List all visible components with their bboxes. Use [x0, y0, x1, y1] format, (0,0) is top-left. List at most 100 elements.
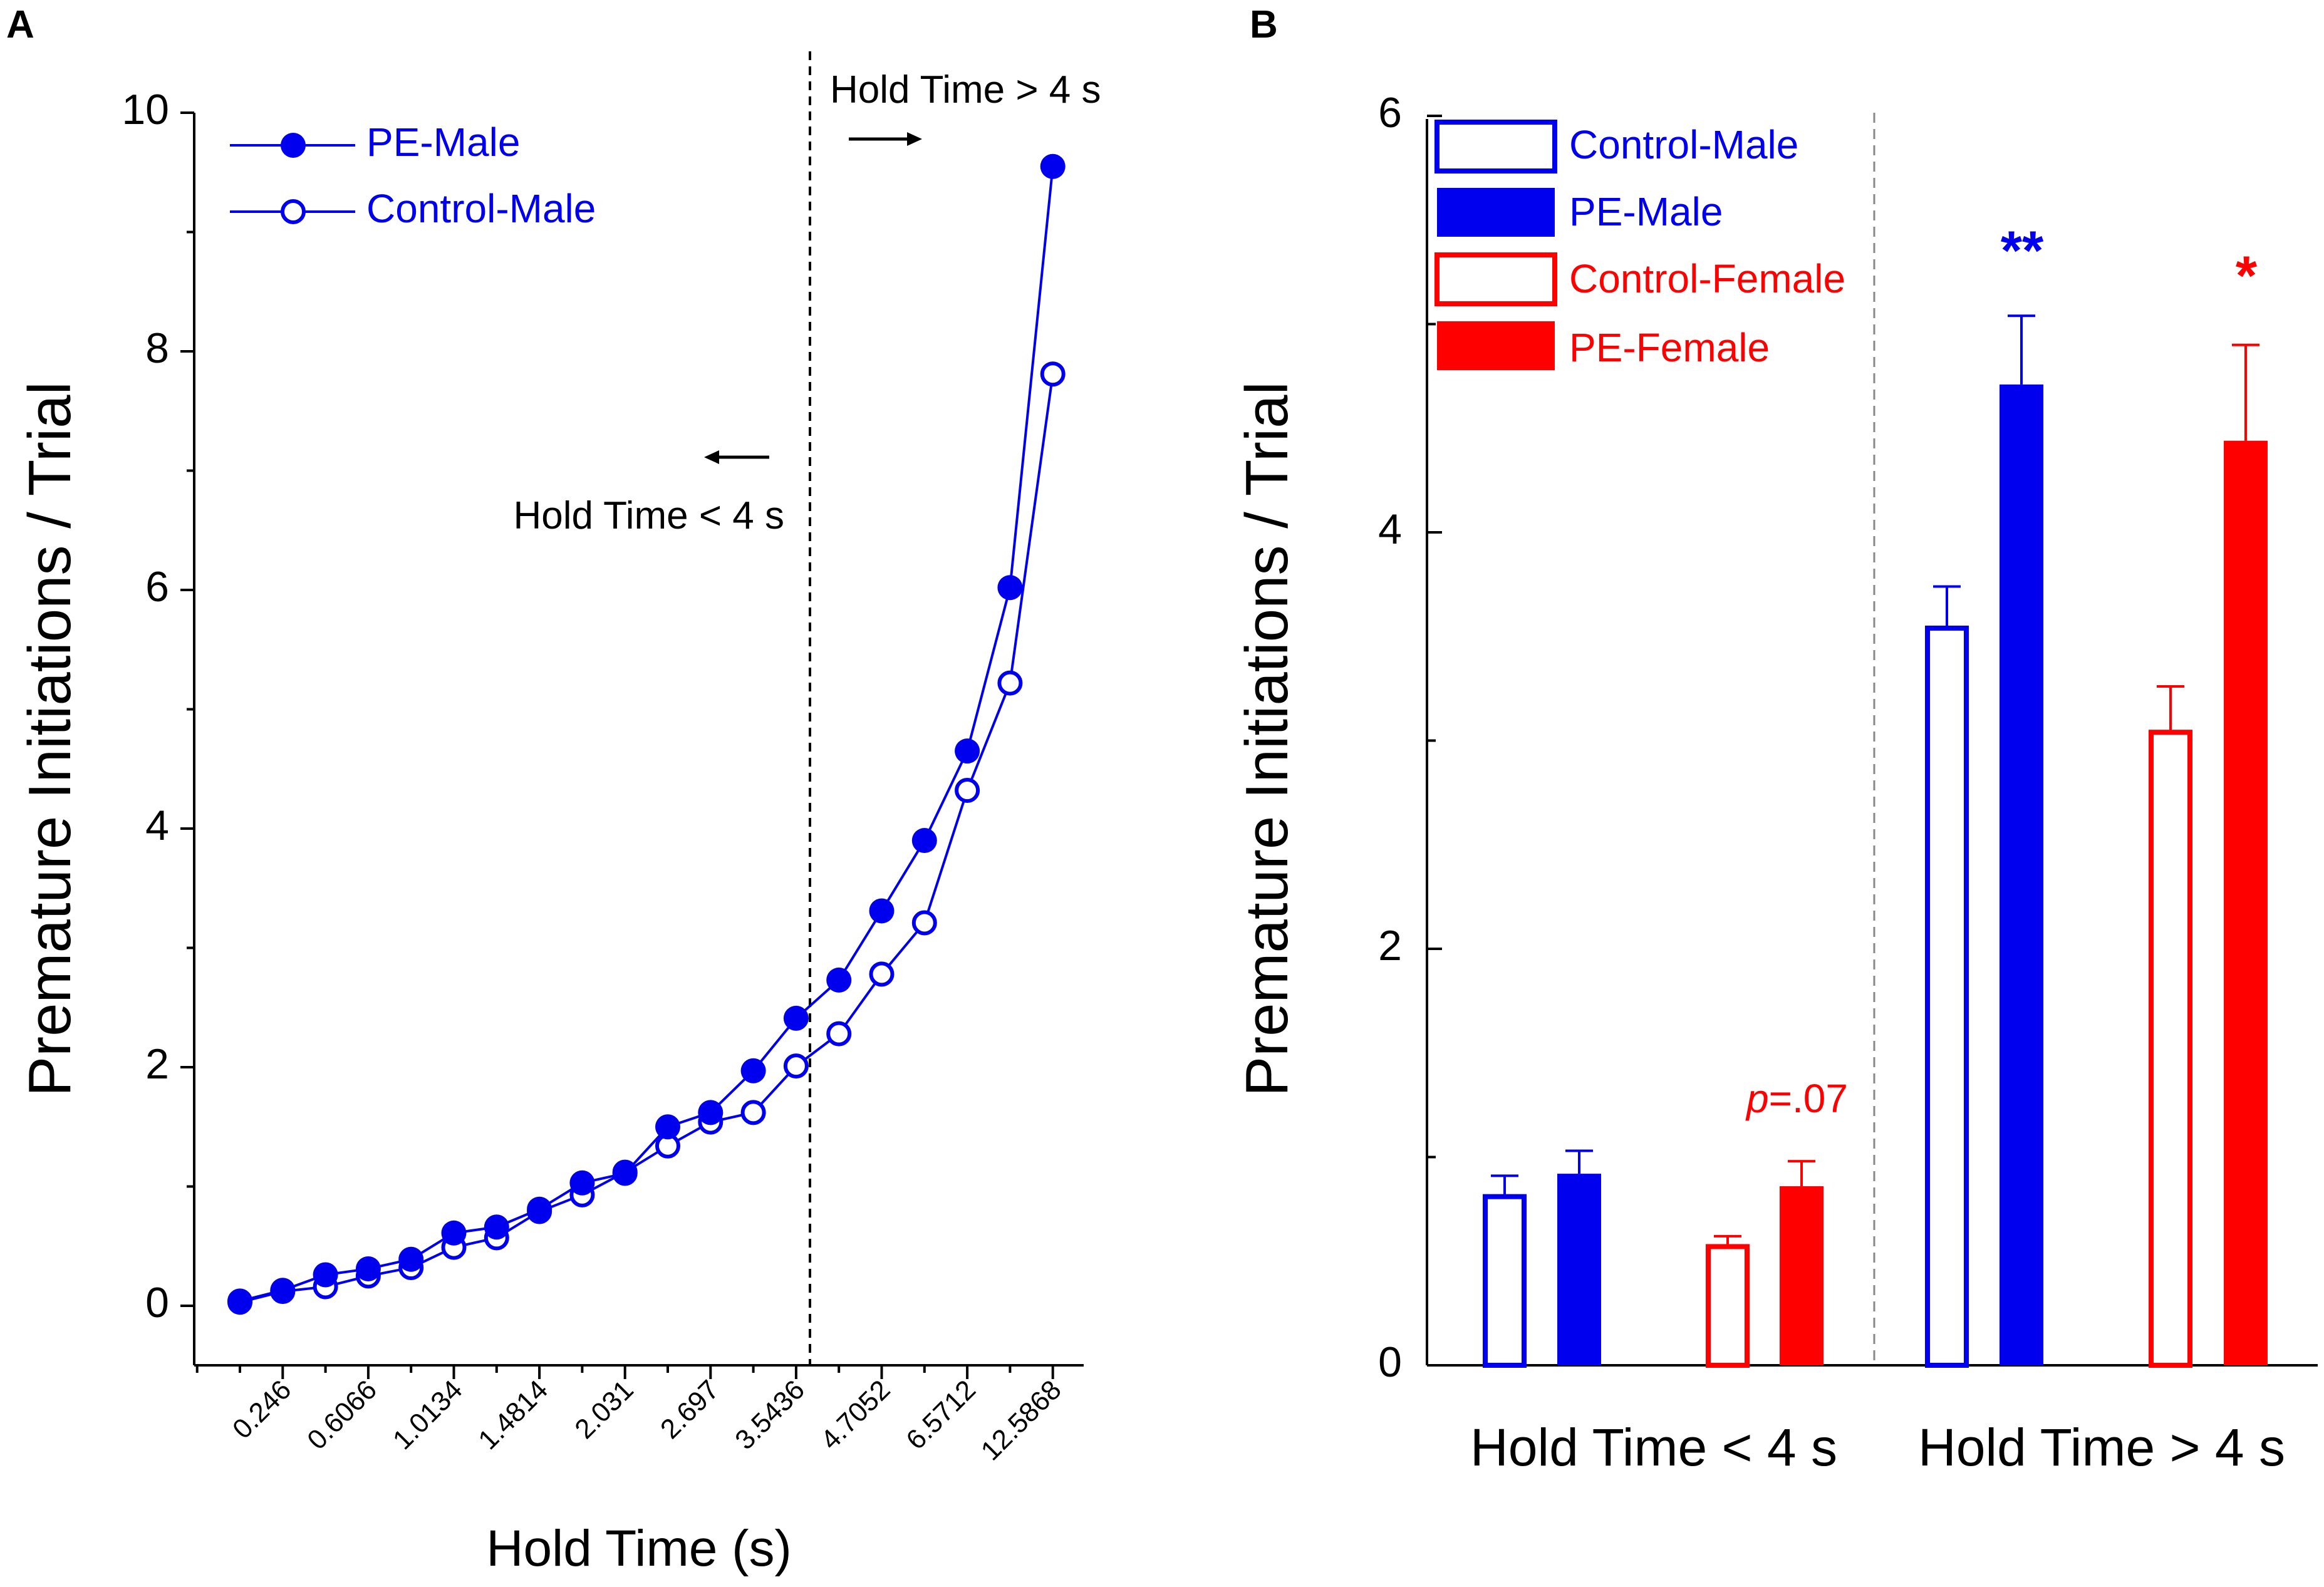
panel-a-legend: PE-Male Control-Male — [230, 120, 596, 231]
data-point-control-male — [869, 961, 895, 987]
data-point-pe-male — [655, 1114, 680, 1140]
panel-a-y-ticks — [180, 111, 194, 1307]
data-point-control-male — [740, 1100, 766, 1125]
panel-a-x-tick-label: 1.4814 — [472, 1374, 554, 1455]
significance-marker-pe-male: ** — [2001, 219, 2044, 281]
data-point-pe-male — [270, 1278, 296, 1303]
data-point-pe-male — [997, 575, 1023, 601]
panel-a-x-tick-labels: 0.246 0.6066 1.0134 1.4814 2.031 2.697 3… — [227, 1374, 1067, 1466]
data-point-pe-male — [783, 1005, 809, 1031]
bar-control-female — [1706, 1244, 1750, 1368]
bar-control-male — [1925, 625, 1969, 1368]
legend-label-pe-female: PE-Female — [1569, 325, 1770, 370]
legend-item-pe-male: PE-Male — [230, 120, 520, 165]
panel-b-bars — [1483, 314, 2268, 1368]
panel-b: B 0 2 4 6 Premature Initiations / Trial … — [1233, 3, 2318, 1477]
panel-a-y-axis-title: Premature Initiations / Trial — [16, 381, 83, 1097]
data-point-control-male — [997, 670, 1023, 696]
data-point-pe-male — [441, 1220, 467, 1246]
legend-label-pe-male: PE-Male — [366, 120, 520, 165]
legend-label-control-male: Control-Male — [1569, 122, 1798, 167]
series-line-pe-male — [239, 166, 1054, 1303]
panel-a-y-tick-label: 10 — [122, 86, 169, 133]
hold-time-greater-label: Hold Time > 4 s — [830, 68, 1101, 111]
legend-swatch-control-male — [1434, 120, 1557, 173]
bar-control-female — [2149, 730, 2192, 1368]
panel-b-y-axis-title: Premature Initiations / Trial — [1233, 381, 1300, 1097]
legend-item-pe-male: PE-Male — [1437, 188, 1723, 237]
panel-a-x-tick-label: 0.246 — [227, 1374, 298, 1445]
panel-a-y-tick-label: 6 — [145, 563, 169, 611]
data-point-control-male — [1040, 361, 1066, 387]
data-point-control-male — [911, 910, 937, 936]
legend-swatch-pe-male — [1437, 188, 1555, 237]
bar-pe-female — [1780, 1186, 1823, 1365]
panel-b-y-tick-label: 6 — [1378, 89, 1402, 137]
panel-b-label: B — [1250, 3, 1278, 46]
filled-circle-marker-icon — [281, 133, 306, 158]
data-point-pe-male — [869, 898, 895, 924]
legend-item-control-male: Control-Male — [1434, 120, 1798, 173]
category-label-hold-time-greater: Hold Time > 4 s — [1918, 1418, 2285, 1477]
panel-a-x-tick-label: 0.6066 — [301, 1374, 383, 1455]
panel-a: A 0 2 4 6 8 10 0.246 0.6066 1.0134 1.481… — [6, 3, 1101, 1577]
legend-label-pe-male: PE-Male — [1569, 189, 1723, 234]
panel-b-y-ticks — [1427, 115, 1442, 1367]
panel-a-x-tick-label: 2.697 — [655, 1374, 725, 1445]
legend-item-pe-female: PE-Female — [1437, 321, 1770, 370]
data-point-pe-male — [612, 1161, 638, 1186]
bar-pe-male — [1557, 1174, 1601, 1365]
data-point-pe-male — [826, 967, 852, 993]
legend-label-control-female: Control-Female — [1569, 256, 1845, 301]
legend-item-control-male: Control-Male — [230, 186, 596, 231]
panel-a-x-tick-label: 2.031 — [569, 1374, 640, 1445]
panel-a-x-tick-label: 1.0134 — [387, 1374, 469, 1455]
panel-b-y-tick-labels: 0 2 4 6 — [1378, 89, 1402, 1386]
data-point-pe-male — [698, 1100, 724, 1125]
data-point-control-male — [955, 778, 980, 804]
panel-a-y-tick-label: 8 — [145, 324, 169, 372]
data-point-pe-male — [1040, 153, 1066, 179]
panel-a-x-tick-label: 3.5436 — [729, 1374, 811, 1455]
panel-a-x-axis-title: Hold Time (s) — [486, 1520, 792, 1577]
bar-pe-male — [2000, 384, 2043, 1365]
open-circle-marker-icon — [281, 199, 306, 224]
data-point-control-male — [783, 1053, 809, 1079]
legend-item-control-female: Control-Female — [1434, 252, 1845, 306]
right-arrow-icon — [849, 132, 922, 146]
panel-b-legend: Control-Male PE-Male Control-Female PE-F… — [1434, 120, 1845, 370]
data-point-pe-male — [569, 1170, 595, 1196]
significance-marker-pe-female: * — [2236, 244, 2258, 306]
panel-a-x-tick-label: 12.5868 — [975, 1374, 1067, 1466]
p-value-annotation: p=.07 — [1745, 1076, 1848, 1121]
legend-swatch-pe-female — [1437, 321, 1555, 370]
data-point-pe-male — [313, 1262, 338, 1288]
data-point-pe-male — [398, 1246, 424, 1272]
data-point-pe-male — [484, 1214, 509, 1240]
panel-a-x-ticks — [195, 1365, 1054, 1379]
category-label-hold-time-less: Hold Time < 4 s — [1470, 1418, 1837, 1477]
panel-b-y-tick-label: 2 — [1378, 922, 1402, 969]
panel-a-x-tick-label: 4.7052 — [815, 1374, 896, 1455]
panel-a-markers — [227, 153, 1066, 1315]
panel-a-y-tick-label: 0 — [145, 1279, 169, 1326]
legend-swatch-control-female — [1434, 252, 1557, 306]
left-arrow-icon — [704, 450, 769, 464]
hold-time-less-label: Hold Time < 4 s — [514, 494, 784, 537]
data-point-pe-male — [227, 1288, 252, 1314]
data-point-control-male — [826, 1021, 852, 1047]
p-value-text: =.07 — [1769, 1076, 1848, 1121]
legend-label-control-male: Control-Male — [366, 186, 596, 231]
bar-control-male — [1483, 1194, 1527, 1368]
p-value-prefix: p — [1745, 1076, 1769, 1121]
data-point-pe-male — [955, 738, 980, 764]
data-point-pe-male — [355, 1256, 381, 1281]
panel-a-y-tick-label: 4 — [145, 802, 169, 849]
data-point-pe-male — [527, 1196, 552, 1222]
panel-b-y-tick-label: 4 — [1378, 505, 1402, 553]
panel-b-y-tick-label: 0 — [1378, 1338, 1402, 1386]
data-point-pe-male — [740, 1058, 766, 1083]
panel-a-label: A — [6, 3, 34, 46]
data-point-pe-male — [911, 828, 937, 854]
